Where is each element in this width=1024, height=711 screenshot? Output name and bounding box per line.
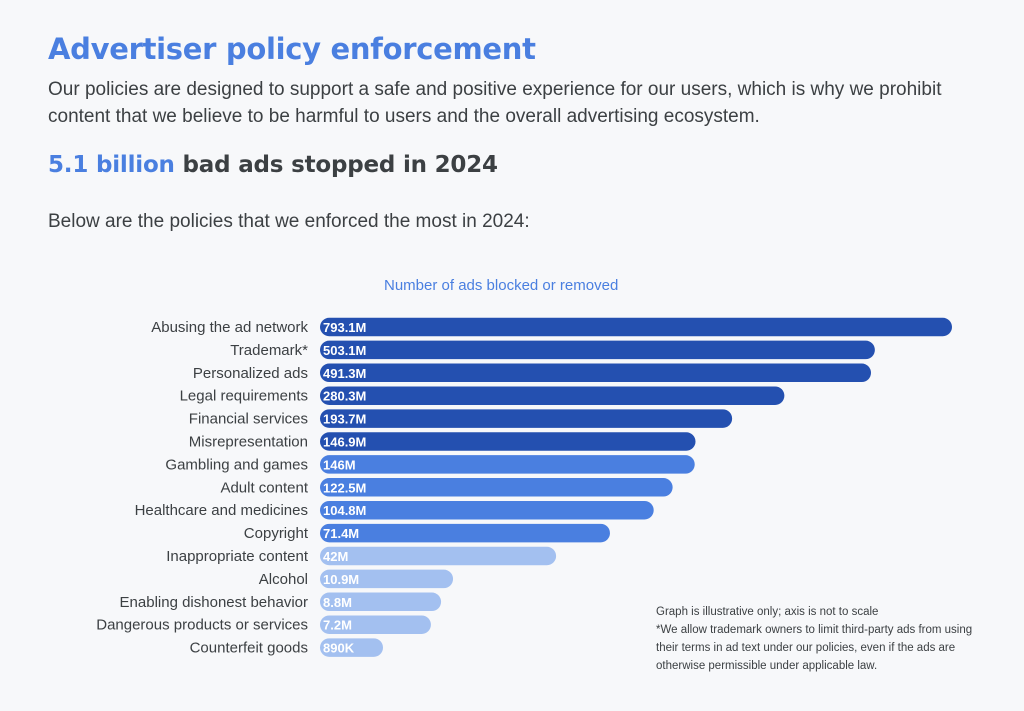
- category-label-dangerous-products-or-services: Dangerous products or services: [96, 617, 308, 634]
- bar-healthcare-and-medicines: [320, 500, 654, 520]
- bar-legal-requirements: [320, 386, 785, 405]
- value-label-counterfeit-goods: 890K: [323, 641, 355, 656]
- value-label-misrepresentation: 146.9M: [323, 435, 366, 450]
- category-label-legal-requirements: Legal requirements: [180, 388, 308, 405]
- chart-title: Number of ads blocked or removed: [384, 277, 619, 294]
- value-label-adult-content: 122.5M: [323, 480, 366, 495]
- value-label-inappropriate-content: 42M: [323, 549, 348, 564]
- intro-paragraph: Our policies are designed to support a s…: [48, 79, 942, 127]
- bar-enabling-dishonest-behavior: [320, 592, 442, 612]
- bar-counterfeit-goods: [320, 638, 383, 657]
- bar-dangerous-products-or-services: [320, 615, 431, 634]
- stat-headline: 5.1 billion bad ads stopped in 2024: [48, 152, 498, 178]
- bar-inappropriate-content: [320, 546, 557, 566]
- chart-notes: Graph is illustrative only; axis is not …: [656, 603, 986, 675]
- value-label-personalized-ads: 491.3M: [323, 366, 366, 381]
- category-label-financial-services: Financial services: [189, 411, 308, 428]
- value-label-enabling-dishonest-behavior: 8.8M: [323, 595, 352, 610]
- category-label-enabling-dishonest-behavior: Enabling dishonest behavior: [120, 594, 308, 611]
- bar-alcohol: [320, 569, 454, 589]
- category-label-trademark: Trademark*: [230, 342, 308, 359]
- bar-trademark: [320, 340, 875, 360]
- bar-gambling-and-games: [320, 455, 695, 474]
- category-label-personalized-ads: Personalized ads: [193, 365, 308, 382]
- value-label-dangerous-products-or-services: 7.2M: [323, 618, 352, 633]
- section-lead: Below are the policies that we enforced …: [48, 211, 530, 232]
- category-label-gambling-and-games: Gambling and games: [165, 456, 308, 473]
- bar-chart: Abusing the ad network 793.1M Trademark* 50…: [96, 317, 952, 657]
- stat-rest: bad ads stopped in 2024: [174, 152, 499, 178]
- bar-misrepresentation: [320, 432, 696, 451]
- category-label-copyright: Copyright: [244, 525, 309, 542]
- bar-copyright: [320, 523, 610, 543]
- value-label-alcohol: 10.9M: [323, 572, 359, 587]
- value-label-trademark: 503.1M: [323, 343, 366, 358]
- stat-highlight: 5.1 billion: [48, 152, 175, 178]
- category-label-misrepresentation: Misrepresentation: [189, 434, 308, 451]
- value-label-abusing-the-ad-network: 793.1M: [323, 320, 366, 335]
- value-label-copyright: 71.4M: [323, 526, 359, 541]
- category-label-inappropriate-content: Inappropriate content: [166, 548, 309, 565]
- bar-adult-content: [320, 478, 673, 497]
- value-label-legal-requirements: 280.3M: [323, 389, 366, 404]
- category-label-abusing-the-ad-network: Abusing the ad network: [151, 319, 308, 336]
- category-label-counterfeit-goods: Counterfeit goods: [190, 640, 308, 657]
- bar-financial-services: [320, 409, 733, 428]
- page-title: Advertiser policy enforcement: [48, 32, 536, 66]
- value-label-healthcare-and-medicines: 104.8M: [323, 503, 366, 518]
- trademark-note: *We allow trademark owners to limit thir…: [656, 624, 973, 672]
- category-label-alcohol: Alcohol: [259, 571, 308, 588]
- value-label-gambling-and-games: 146M: [323, 457, 356, 472]
- bar-personalized-ads: [320, 363, 872, 383]
- category-label-adult-content: Adult content: [220, 479, 308, 496]
- scale-note: Graph is illustrative only; axis is not …: [656, 606, 879, 618]
- bar-abusing-the-ad-network: [320, 317, 952, 337]
- value-label-financial-services: 193.7M: [323, 412, 366, 427]
- category-label-healthcare-and-medicines: Healthcare and medicines: [135, 502, 308, 519]
